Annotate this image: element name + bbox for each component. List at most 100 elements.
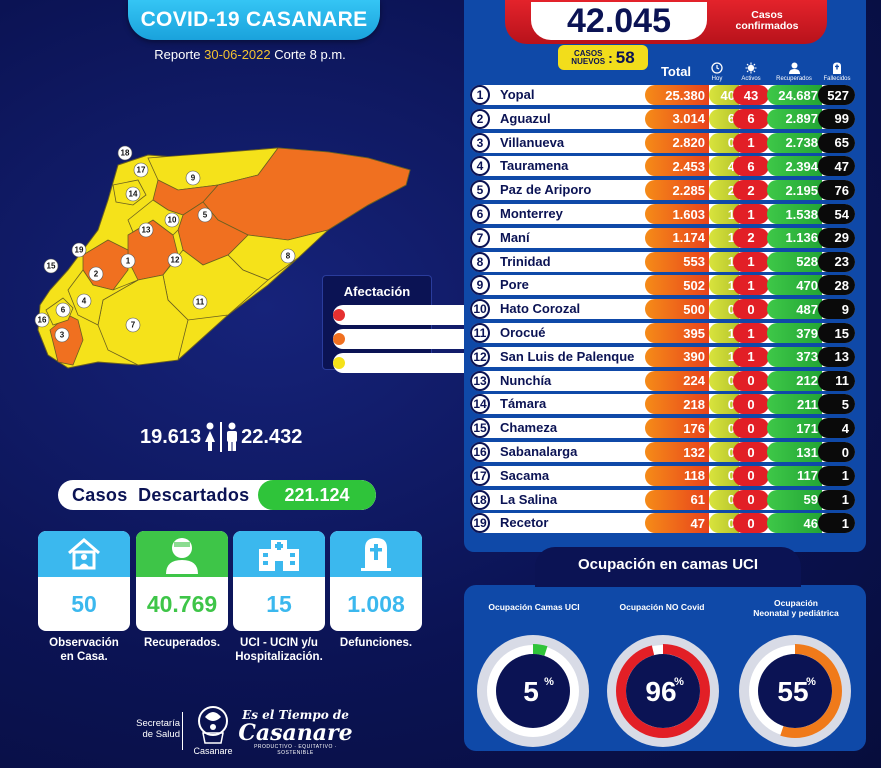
cell-hoy: 2: [709, 180, 739, 201]
row-number: 18: [470, 489, 490, 510]
cell-total: 118: [645, 465, 709, 486]
cell-activos: 1: [733, 132, 769, 153]
legend-dot-alta: [333, 309, 345, 321]
cell-activos: 2: [733, 180, 769, 201]
gauge-center: [758, 654, 832, 728]
legend-dot-moderada: [333, 333, 345, 345]
cell-fallecidos: 29: [818, 227, 855, 248]
cell-recuperados: 2.897: [767, 108, 822, 129]
cell-recuperados: 487: [767, 299, 822, 320]
report-prefix: Reporte: [154, 47, 201, 62]
new-cases-label: CASOS NUEVOS: [571, 49, 605, 66]
card-uci-label-1: UCI - UCIN y/u: [240, 637, 318, 649]
gauge-percent-sign: %: [544, 676, 554, 688]
col-header-hoy-label: Hoy: [711, 76, 723, 82]
card-defunciones-label-1: Defunciones.: [339, 637, 413, 649]
tiempo-line-1: Es el Tiempo de: [242, 708, 349, 722]
table-row: 6 Monterrey 1.603 1 1 1.538 54: [470, 204, 855, 224]
row-number: 14: [470, 394, 490, 415]
cell-hoy: 1: [709, 204, 739, 224]
cell-activos: 0: [733, 370, 769, 391]
card-observacion-value: 50: [71, 590, 97, 617]
recovered-icon: [788, 62, 800, 74]
tombstone-icon: [361, 538, 391, 571]
cell-fallecidos: 76: [818, 180, 855, 201]
tiempo-logo: Es el Tiempo de Casanare PRODUCTIVO · EQ…: [238, 708, 353, 756]
cell-fallecidos: 28: [818, 275, 855, 296]
table-row: 9 Pore 502 1 1 470 28: [470, 275, 855, 296]
row-number: 6: [470, 204, 490, 224]
gauge-value: 96: [645, 676, 676, 707]
cell-recuperados: 131: [767, 442, 822, 462]
svg-text:11: 11: [196, 298, 205, 307]
report-suffix: Corte 8 p.m.: [274, 47, 346, 62]
municipality-name: Pore: [500, 277, 529, 293]
row-number: 19: [470, 513, 490, 534]
row-number: 3: [470, 132, 490, 153]
casanare-emblem-icon: [198, 706, 228, 744]
cell-activos: 1: [733, 251, 769, 272]
cell-total: 176: [645, 418, 709, 439]
table-row: 10 Hato Corozal 500 0 0 487 9: [470, 299, 855, 320]
cell-recuperados: 171: [767, 418, 822, 439]
cell-hoy: 1: [709, 323, 739, 343]
virus-icon: [745, 62, 757, 74]
cell-activos: 6: [733, 156, 769, 177]
confirmed-label-2: confirmados: [735, 20, 799, 32]
cell-recuperados: 528: [767, 251, 822, 272]
cell-fallecidos: 1: [818, 465, 855, 486]
table-row: 18 La Salina 61 0 0 59 1: [470, 489, 855, 510]
cell-activos: 0: [733, 418, 769, 439]
row-number: 13: [470, 370, 490, 391]
cell-recuperados: 212: [767, 370, 822, 391]
cell-hoy: 1: [709, 275, 739, 296]
map-number-labels: 18 17 9 14 10 5 13 19 1 12 8 15 2 4 11 6…: [34, 145, 296, 343]
hospital-icon: [259, 540, 299, 571]
municipality-name: Támara: [500, 396, 547, 412]
cell-hoy: 0: [709, 370, 739, 391]
col-header-recuperados: Recuperados: [774, 62, 814, 82]
descartados-bar: Casos Descartados 221.124: [58, 480, 376, 510]
card-recuperados-header: [136, 531, 228, 577]
cell-activos: 0: [733, 489, 769, 510]
card-uci-value: 15: [266, 590, 292, 617]
cell-total: 500: [645, 299, 709, 320]
card-recuperados-label: Recuperados.: [127, 636, 237, 650]
cell-fallecidos: 11: [818, 370, 855, 391]
municipality-name: La Salina: [500, 491, 558, 507]
gauge-no-covid: 96%: [607, 635, 719, 747]
report-date: 30-06-2022: [204, 47, 271, 62]
card-uci-header: [233, 531, 325, 577]
row-number: 16: [470, 442, 490, 462]
tiempo-line-3: PRODUCTIVO · EQUITATIVO · SOSTENIBLE: [254, 744, 337, 756]
recovered-person-icon: [166, 538, 198, 574]
table-row: 16 Sabanalarga 132 0 0 131 0: [470, 442, 855, 462]
svg-text:16: 16: [38, 316, 47, 325]
cell-recuperados: 2.394: [767, 156, 822, 177]
row-number: 7: [470, 227, 490, 248]
cell-total: 25.380: [645, 85, 709, 105]
cell-total: 3.014: [645, 108, 709, 129]
cell-total: 132: [645, 442, 709, 462]
col-header-recuperados-label: Recuperados: [776, 76, 812, 82]
card-recuperados-label-1: Recuperados.: [143, 637, 221, 649]
map-legend: Afectación Alta Moderada Baja: [322, 275, 718, 373]
gauge-percent-sign: %: [806, 676, 816, 688]
house-icon: [68, 538, 100, 570]
cell-fallecidos: 54: [818, 204, 855, 224]
municipality-name: Recetor: [500, 515, 549, 531]
secretaria-line-2: de Salud: [142, 729, 180, 740]
table-row: 4 Tauramena 2.453 4 6 2.394 47: [470, 156, 855, 177]
clock-icon: [711, 62, 723, 74]
table-row: 8 Trinidad 553 1 1 528 23: [470, 251, 855, 272]
svg-text:19: 19: [75, 246, 84, 255]
table-row: 3 Villanueva 2.820 0 1 2.738 65: [470, 132, 855, 153]
row-number: 8: [470, 251, 490, 272]
cell-hoy: 0: [709, 465, 739, 486]
svg-text:5: 5: [203, 211, 208, 220]
legend-label-moderada: Moderada: [351, 332, 406, 346]
table-row: 12 San Luis de Palenque 390 1 1 373 13: [470, 346, 855, 367]
cell-activos: 0: [733, 513, 769, 534]
municipality-name: Yopal: [500, 87, 535, 102]
gauge-percent-sign: %: [674, 676, 684, 688]
